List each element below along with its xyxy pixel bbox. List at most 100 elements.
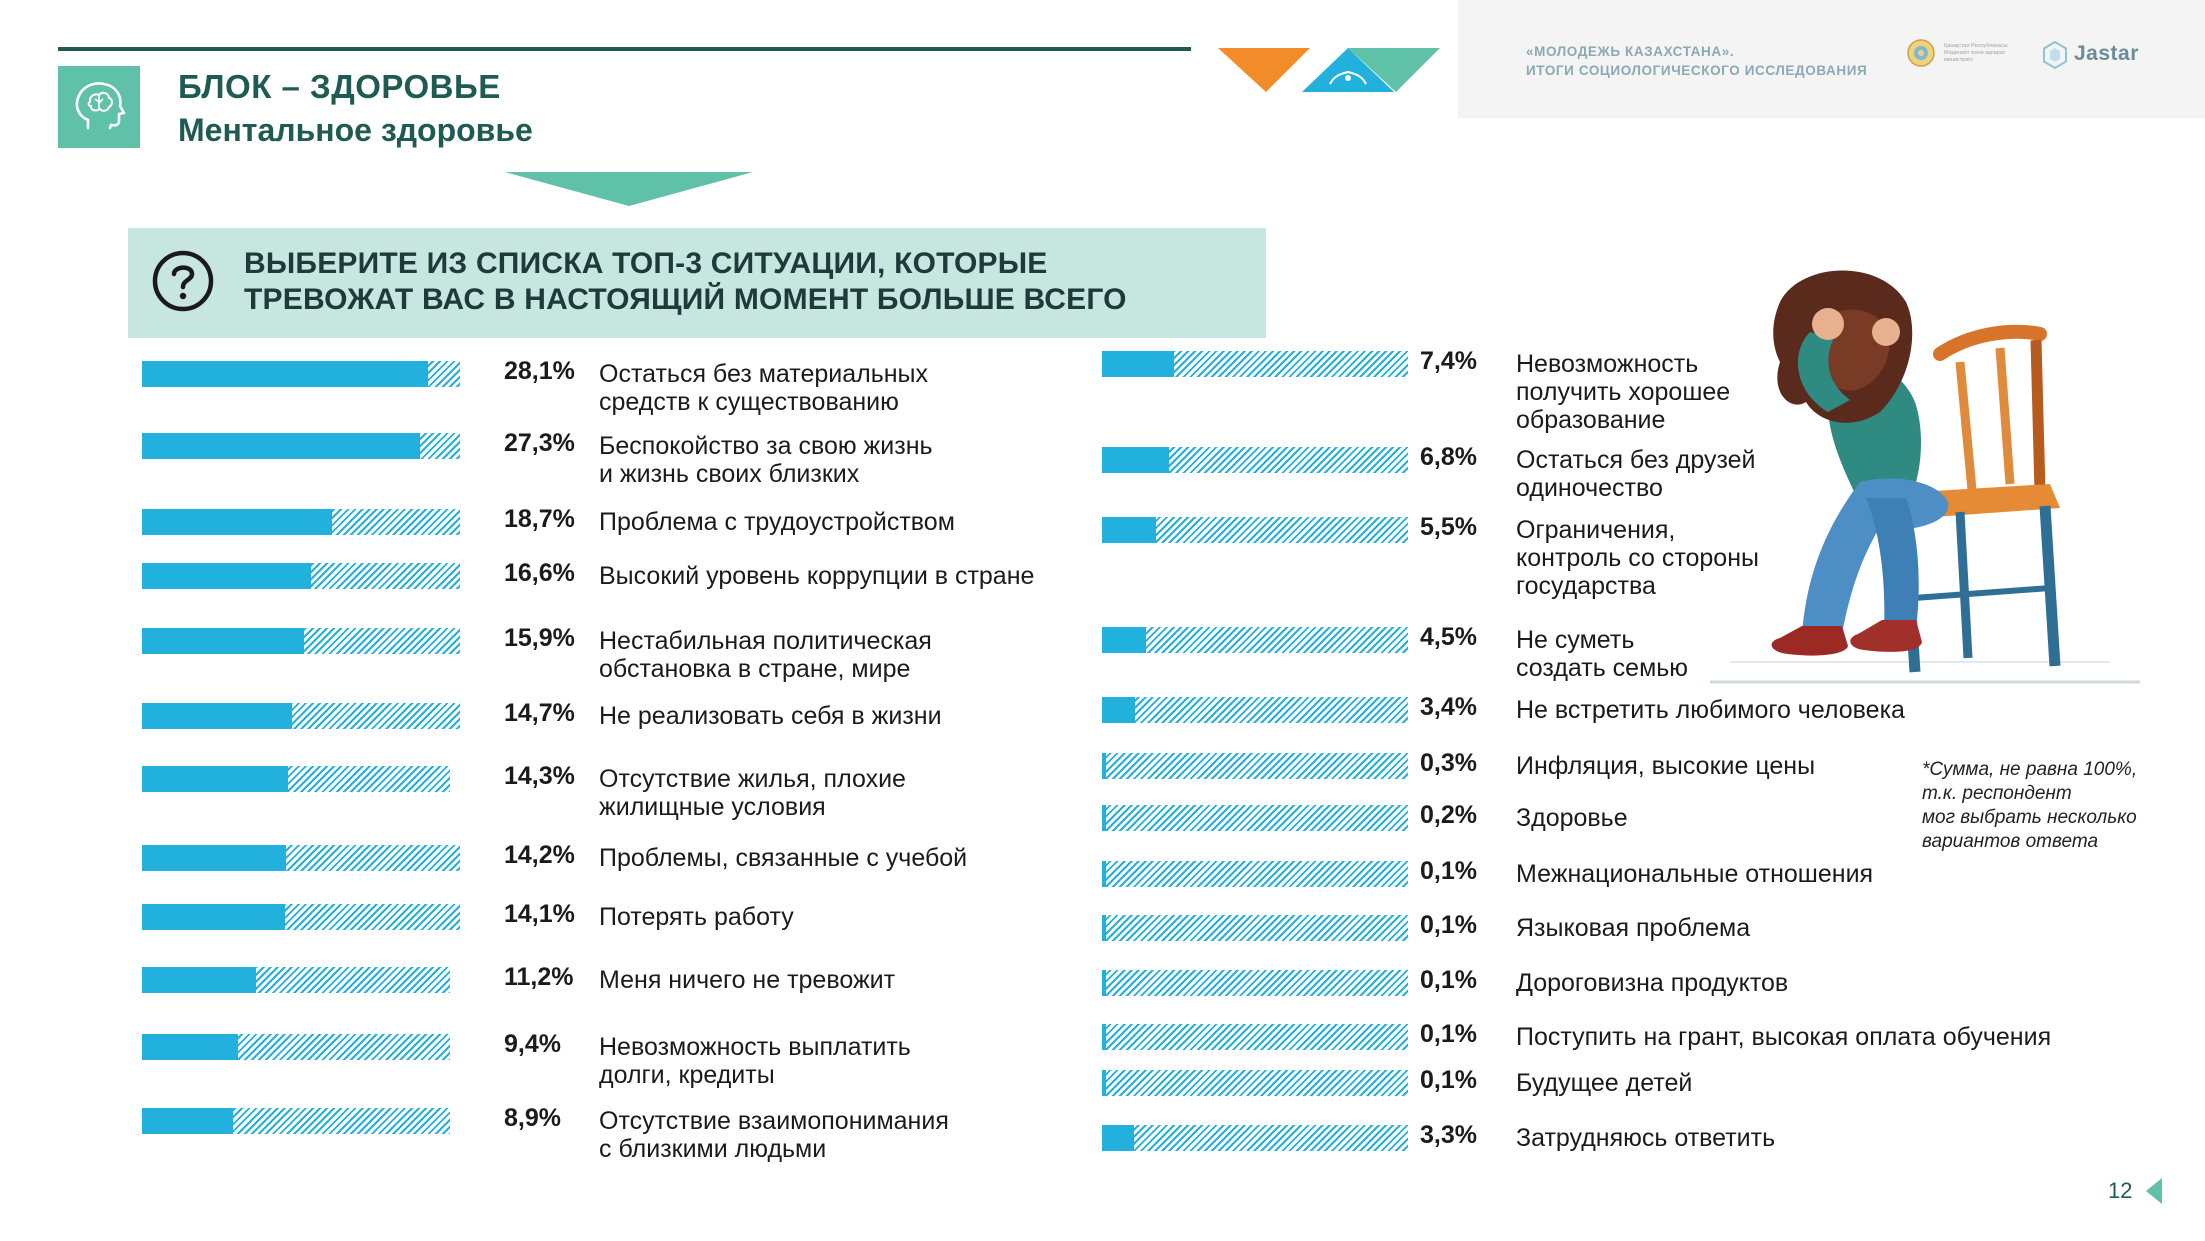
right-bar-8 (1102, 861, 1106, 887)
down-arrow-icon (505, 172, 753, 211)
right-value-label-5: 3,4% (1420, 693, 1477, 721)
left-bar-track-10 (142, 967, 450, 993)
right-value-label-3: 5,5% (1420, 513, 1477, 541)
right-bar-track-8 (1102, 861, 1408, 887)
question-line2: ТРЕВОЖАТ ВАС В НАСТОЯЩИЙ МОМЕНТ БОЛЬШЕ В… (244, 283, 1127, 316)
right-category-label-13: Затрудняюсь ответить (1516, 1124, 1776, 1152)
right-bar-track-11 (1102, 1024, 1408, 1050)
question-circle-icon (152, 250, 214, 317)
right-bar-6 (1102, 753, 1106, 779)
left-value-label-3: 18,7% (504, 505, 575, 533)
left-category-label-1: Остаться без материальных средств к суще… (599, 360, 929, 416)
right-value-label-13: 3,3% (1420, 1121, 1477, 1149)
right-category-label-8: Межнациональные отношения (1516, 860, 1874, 888)
left-bar-5 (142, 628, 304, 654)
left-bar-11 (142, 1034, 238, 1060)
right-category-label-12: Будущее детей (1516, 1069, 1693, 1097)
right-bar-track-2 (1102, 447, 1408, 473)
left-bar-track-2 (142, 433, 460, 459)
left-bar-9 (142, 904, 286, 930)
header-line (58, 47, 1191, 51)
right-bar-track-3 (1102, 517, 1408, 543)
left-bar-7 (142, 766, 288, 792)
left-bar-track-6 (142, 703, 460, 729)
right-value-label-8: 0,1% (1420, 857, 1477, 885)
right-category-label-6: Инфляция, высокие цены (1516, 752, 1816, 780)
right-value-label-1: 7,4% (1420, 347, 1477, 375)
left-bar-track-7 (142, 766, 450, 792)
left-category-label-12: Отсутствие взаимопонимания с близкими лю… (599, 1107, 949, 1163)
jastar-logo-icon (2040, 40, 2070, 75)
right-value-label-2: 6,8% (1420, 443, 1477, 471)
right-bar-7 (1102, 805, 1106, 831)
question-box (128, 228, 1266, 338)
left-bar-track-5 (142, 628, 460, 654)
left-bar-track-3 (142, 509, 460, 535)
left-bar-12 (142, 1108, 233, 1134)
page-triangle-icon (2146, 1178, 2162, 1209)
right-bar-track-1 (1102, 351, 1408, 377)
study-title: «МОЛОДЕЖЬ КАЗАХСТАНА». ИТОГИ СОЦИОЛОГИЧЕ… (1526, 42, 1867, 80)
left-value-label-2: 27,3% (504, 429, 575, 457)
left-bar-track-12 (142, 1108, 450, 1134)
left-category-label-6: Не реализовать себя в жизни (599, 702, 942, 730)
right-bar-3 (1102, 517, 1156, 543)
left-bar-track-11 (142, 1034, 450, 1060)
left-bar-track-8 (142, 845, 460, 871)
left-value-label-8: 14,2% (504, 841, 575, 869)
left-bar-1 (142, 361, 428, 387)
right-bar-track-10 (1102, 970, 1408, 996)
left-value-label-4: 16,6% (504, 559, 575, 587)
right-bar-track-13 (1102, 1125, 1408, 1151)
left-value-label-10: 11,2% (504, 963, 574, 991)
right-bar-track-12 (1102, 1070, 1408, 1096)
left-category-label-9: Потерять работу (599, 903, 794, 931)
right-category-label-10: Дороговизна продуктов (1516, 969, 1789, 997)
right-category-label-1: Невозможность получить хорошее образован… (1516, 350, 1731, 434)
left-bar-2 (142, 433, 420, 459)
left-value-label-11: 9,4% (504, 1030, 561, 1058)
left-value-label-1: 28,1% (504, 357, 575, 385)
right-bar-13 (1102, 1125, 1135, 1151)
question-line1: ВЫБЕРИТЕ ИЗ СПИСКА ТОП-3 СИТУАЦИИ, КОТОР… (244, 247, 1048, 280)
right-category-label-7: Здоровье (1516, 804, 1628, 832)
right-value-label-10: 0,1% (1420, 966, 1477, 994)
right-bar-1 (1102, 351, 1175, 377)
left-category-label-5: Нестабильная политическая обстановка в с… (599, 627, 932, 683)
left-bar-6 (142, 703, 292, 729)
study-title-line2: ИТОГИ СОЦИОЛОГИЧЕСКОГО ИССЛЕДОВАНИЯ (1526, 63, 1868, 78)
right-category-label-11: Поступить на грант, высокая оплата обуче… (1516, 1023, 2052, 1051)
right-bar-track-9 (1102, 915, 1408, 941)
left-value-label-7: 14,3% (504, 762, 575, 790)
question-text: ВЫБЕРИТЕ ИЗ СПИСКА ТОП-3 СИТУАЦИИ, КОТОР… (244, 246, 1127, 318)
right-bar-11 (1102, 1024, 1106, 1050)
right-value-label-11: 0,1% (1420, 1020, 1477, 1048)
left-bar-track-9 (142, 904, 460, 930)
page-number: 12 (2108, 1178, 2133, 1203)
header-right-panel (1458, 0, 2205, 118)
right-category-label-4: Не суметь создать семью (1516, 626, 1689, 682)
emblem-caption: Қазақстан Республикасы Мәдениет және ақп… (1944, 43, 2008, 63)
left-category-label-3: Проблема с трудоустройством (599, 508, 955, 536)
right-category-label-9: Языковая проблема (1516, 914, 1751, 942)
footnote: *Сумма, не равна 100%, т.к. респондент м… (1922, 759, 2138, 852)
right-bar-9 (1102, 915, 1106, 941)
left-value-label-12: 8,9% (504, 1104, 561, 1132)
left-value-label-9: 14,1% (504, 900, 575, 928)
anxious-woman-illustration (1710, 262, 2150, 697)
left-value-label-6: 14,7% (504, 699, 575, 727)
right-bar-track-7 (1102, 805, 1408, 831)
right-category-label-5: Не встретить любимого человека (1516, 696, 1905, 724)
right-category-label-3: Ограничения, контроль со стороны государ… (1516, 516, 1759, 600)
left-category-label-10: Меня ничего не тревожит (599, 966, 896, 994)
left-bar-10 (142, 967, 256, 993)
right-bar-5 (1102, 697, 1136, 723)
left-bar-track-4 (142, 563, 460, 589)
right-bar-track-4 (1102, 627, 1408, 653)
left-category-label-2: Беспокойство за свою жизнь и жизнь своих… (599, 432, 933, 488)
right-value-label-4: 4,5% (1420, 623, 1477, 651)
right-bar-track-5 (1102, 697, 1408, 723)
brain-head-icon (58, 66, 140, 148)
right-value-label-6: 0,3% (1420, 749, 1477, 777)
left-bar-track-1 (142, 361, 460, 387)
